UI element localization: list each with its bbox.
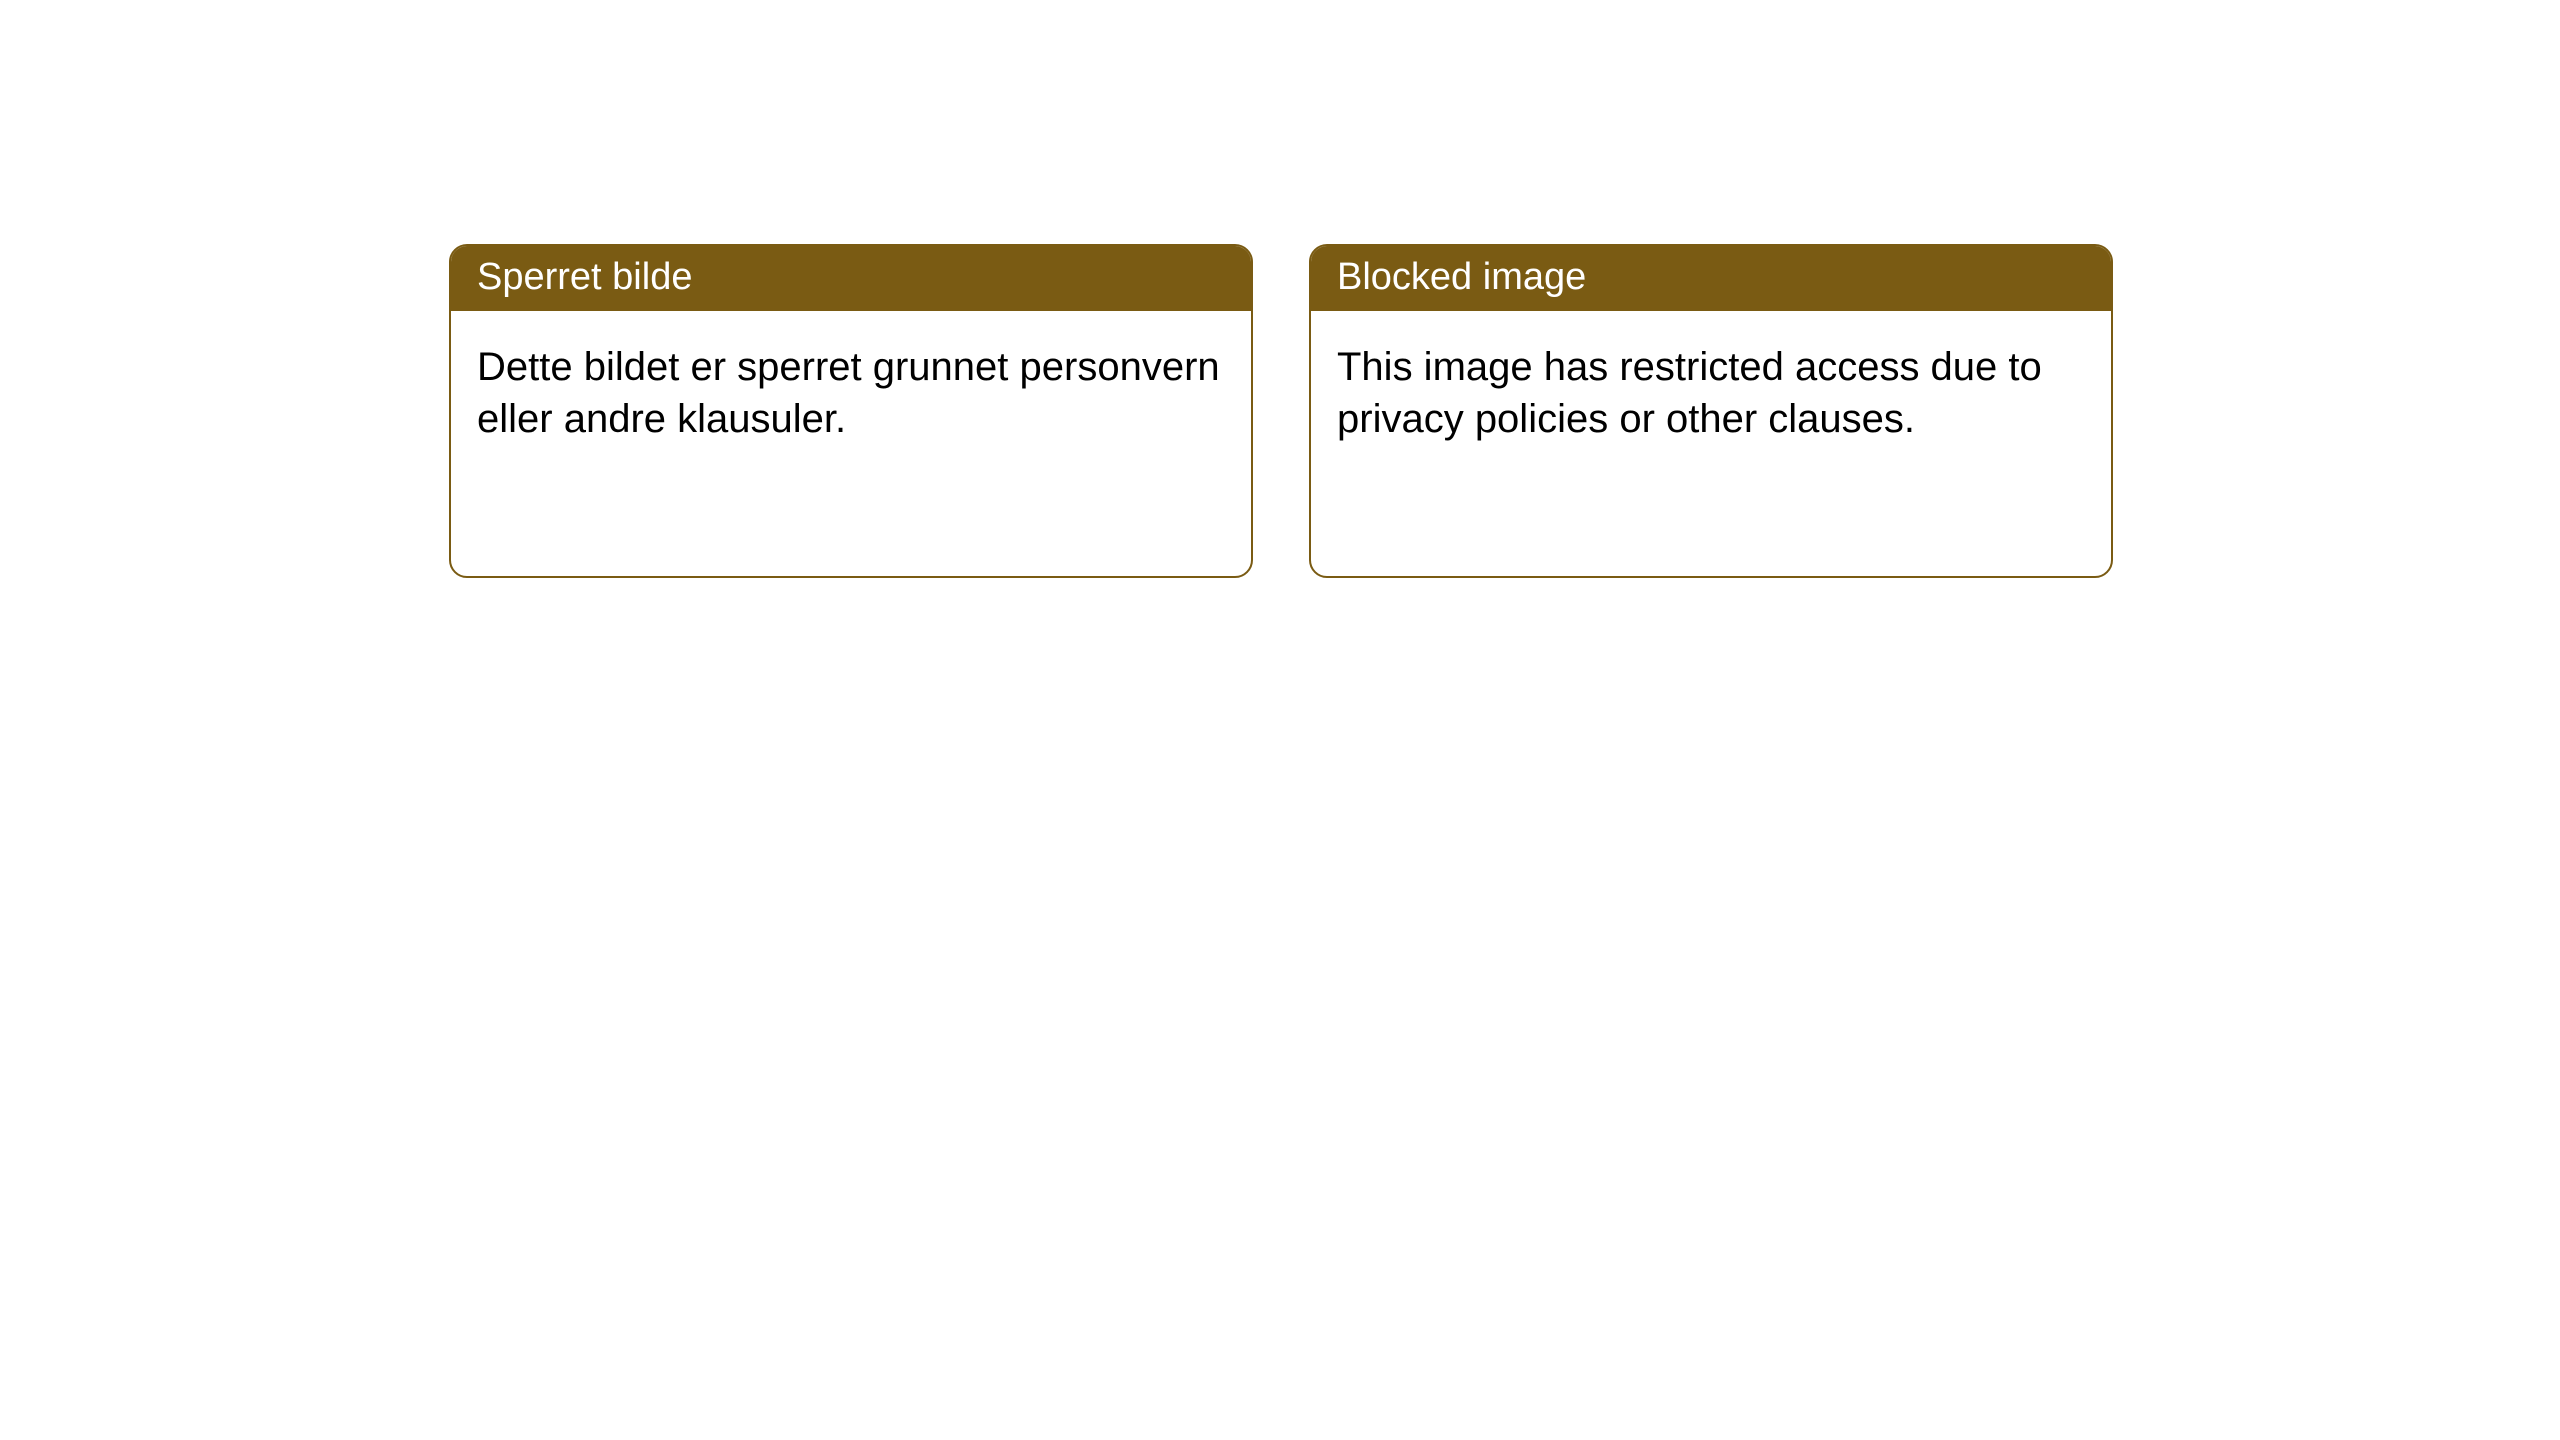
notice-card-norwegian: Sperret bilde Dette bildet er sperret gr…: [449, 244, 1253, 578]
notice-title: Sperret bilde: [451, 246, 1251, 311]
notice-container: Sperret bilde Dette bildet er sperret gr…: [0, 0, 2560, 578]
notice-message: Dette bildet er sperret grunnet personve…: [451, 311, 1251, 475]
notice-card-english: Blocked image This image has restricted …: [1309, 244, 2113, 578]
notice-title: Blocked image: [1311, 246, 2111, 311]
notice-message: This image has restricted access due to …: [1311, 311, 2111, 475]
